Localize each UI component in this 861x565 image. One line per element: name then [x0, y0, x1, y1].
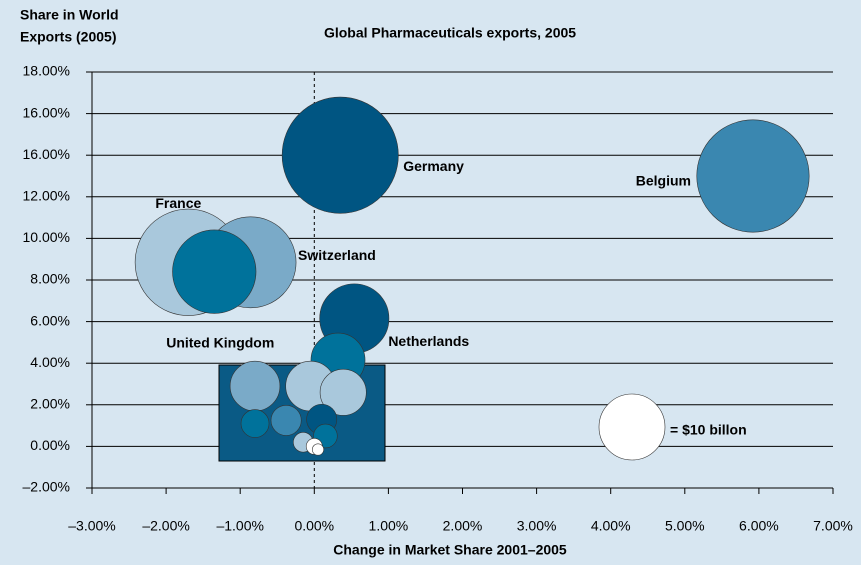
bubble-label: Germany — [403, 158, 464, 174]
bubble — [270, 404, 302, 436]
y-tick-label: 10.00% — [23, 229, 70, 245]
y-tick-label: 18.00% — [23, 63, 70, 79]
bubble — [240, 409, 270, 438]
y-axis-title: Exports (2005) — [20, 29, 116, 45]
x-tick-label: –3.00% — [68, 518, 115, 534]
y-tick-label: 8.00% — [30, 271, 70, 287]
bubble-label: Belgium — [636, 173, 691, 189]
bubble-label: France — [155, 195, 201, 211]
bubble-label: United Kingdom — [166, 334, 274, 350]
bubble-label: Switzerland — [298, 247, 376, 263]
bubble — [229, 360, 281, 412]
y-tick-label: 0.00% — [30, 437, 70, 453]
y-tick-label: 16.00% — [23, 104, 70, 120]
y-tick-label: 16.00% — [23, 146, 70, 162]
bubble — [172, 229, 257, 314]
y-tick-label: –2.00% — [23, 479, 70, 495]
x-tick-label: 4.00% — [591, 518, 631, 534]
y-tick-label: 12.00% — [23, 188, 70, 204]
y-tick-label: 2.00% — [30, 396, 70, 412]
bubble — [696, 119, 810, 233]
x-tick-label: 3.00% — [517, 518, 557, 534]
bubble-label: Netherlands — [388, 333, 469, 349]
x-tick-label: 2.00% — [443, 518, 483, 534]
bubble — [281, 96, 399, 214]
x-tick-label: 6.00% — [739, 518, 779, 534]
x-tick-label: 0.00% — [294, 518, 334, 534]
x-tick-label: 5.00% — [665, 518, 705, 534]
x-tick-label: –1.00% — [216, 518, 263, 534]
bubble — [319, 368, 367, 416]
y-tick-label: 6.00% — [30, 312, 70, 328]
x-tick-label: 1.00% — [369, 518, 409, 534]
y-axis-title: Share in World — [20, 7, 119, 23]
bubble — [311, 443, 325, 456]
size-legend-label: = $10 billon — [670, 422, 747, 438]
x-tick-label: –2.00% — [142, 518, 189, 534]
x-axis-title: Change in Market Share 2001–2005 — [333, 542, 567, 558]
chart-title: Global Pharmaceuticals exports, 2005 — [324, 25, 576, 41]
size-legend-bubble — [598, 393, 666, 461]
y-tick-label: 4.00% — [30, 354, 70, 370]
x-tick-label: 7.00% — [813, 518, 853, 534]
